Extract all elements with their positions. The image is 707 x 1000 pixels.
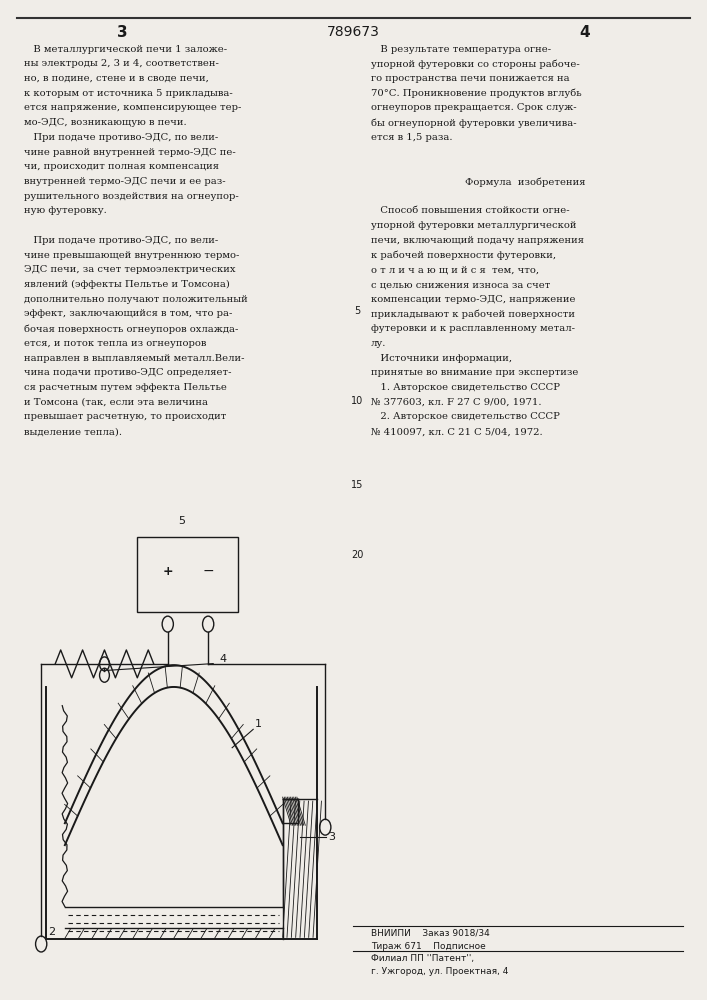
Text: и Томсона (так, если эта величина: и Томсона (так, если эта величина bbox=[24, 398, 208, 407]
Text: 1: 1 bbox=[255, 719, 262, 729]
Text: Филиал ПП ''Патент'',: Филиал ПП ''Патент'', bbox=[371, 954, 474, 963]
Text: принятые во внимание при экспертизе: принятые во внимание при экспертизе bbox=[371, 368, 578, 377]
Text: № 377603, кл. F 27 С 9/00, 1971.: № 377603, кл. F 27 С 9/00, 1971. bbox=[371, 398, 542, 407]
Text: 5: 5 bbox=[178, 516, 185, 526]
Text: печи, включающий подачу напряжения: печи, включающий подачу напряжения bbox=[371, 236, 584, 245]
Text: рушительного воздействия на огнеупор-: рушительного воздействия на огнеупор- bbox=[24, 192, 238, 201]
Text: ную футеровку.: ную футеровку. bbox=[24, 206, 107, 215]
Text: 15: 15 bbox=[351, 480, 363, 490]
Text: 4: 4 bbox=[220, 654, 227, 664]
Text: прикладывают к рабочей поверхности: прикладывают к рабочей поверхности bbox=[371, 309, 575, 319]
Text: −: − bbox=[202, 564, 214, 578]
Text: +: + bbox=[163, 565, 173, 578]
Text: выделение тепла).: выделение тепла). bbox=[24, 427, 122, 436]
Text: Способ повышения стойкости огне-: Способ повышения стойкости огне- bbox=[371, 206, 570, 215]
Text: чине превышающей внутреннюю термо-: чине превышающей внутреннюю термо- bbox=[24, 251, 239, 260]
Text: 3: 3 bbox=[117, 25, 127, 40]
Text: к которым от источника 5 прикладыва-: к которым от источника 5 прикладыва- bbox=[24, 89, 233, 98]
Text: ется напряжение, компенсирующее тер-: ется напряжение, компенсирующее тер- bbox=[24, 103, 241, 112]
Text: ны электроды 2, 3 и 4, соответствен-: ны электроды 2, 3 и 4, соответствен- bbox=[24, 59, 218, 68]
Text: мо-ЭДС, возникающую в печи.: мо-ЭДС, возникающую в печи. bbox=[24, 118, 187, 127]
Text: В металлургической печи 1 заложе-: В металлургической печи 1 заложе- bbox=[24, 45, 227, 54]
Text: 2: 2 bbox=[48, 927, 55, 937]
Text: Тираж 671    Подписное: Тираж 671 Подписное bbox=[371, 942, 486, 951]
Text: Источники информации,: Источники информации, bbox=[371, 354, 512, 363]
Text: Формула  изобретения: Формула изобретения bbox=[465, 177, 585, 187]
Text: с целью снижения износа за счет: с целью снижения износа за счет bbox=[371, 280, 551, 289]
Text: 4: 4 bbox=[580, 25, 590, 40]
Text: г. Ужгород, ул. Проектная, 4: г. Ужгород, ул. Проектная, 4 bbox=[371, 967, 508, 976]
Text: чина подачи противо-ЭДС определяет-: чина подачи противо-ЭДС определяет- bbox=[24, 368, 231, 377]
Text: внутренней термо-ЭДС печи и ее раз-: внутренней термо-ЭДС печи и ее раз- bbox=[24, 177, 226, 186]
Text: При подаче противо-ЭДС, по вели-: При подаче противо-ЭДС, по вели- bbox=[24, 236, 218, 245]
Text: чи, происходит полная компенсация: чи, происходит полная компенсация bbox=[24, 162, 219, 171]
Text: бочая поверхность огнеупоров охлажда-: бочая поверхность огнеупоров охлажда- bbox=[24, 324, 238, 334]
Text: превышает расчетную, то происходит: превышает расчетную, то происходит bbox=[24, 412, 226, 421]
Text: эффект, заключающийся в том, что ра-: эффект, заключающийся в том, что ра- bbox=[24, 309, 232, 318]
Text: 5: 5 bbox=[354, 306, 360, 316]
Bar bbox=[137, 537, 238, 612]
Text: 3: 3 bbox=[328, 832, 335, 842]
Text: компенсации термо-ЭДС, напряжение: компенсации термо-ЭДС, напряжение bbox=[371, 295, 575, 304]
Text: ВНИИПИ    Заказ 9018/34: ВНИИПИ Заказ 9018/34 bbox=[371, 929, 490, 938]
Text: № 410097, кл. С 21 С 5/04, 1972.: № 410097, кл. С 21 С 5/04, 1972. bbox=[371, 427, 543, 436]
Text: 70°С. Проникновение продуктов вглубь: 70°С. Проникновение продуктов вглубь bbox=[371, 89, 582, 98]
Text: ЭДС печи, за счет термоэлектрических: ЭДС печи, за счет термоэлектрических bbox=[24, 265, 235, 274]
Text: явлений (эффекты Пельтье и Томсона): явлений (эффекты Пельтье и Томсона) bbox=[24, 280, 230, 289]
Text: футеровки и к расплавленному метал-: футеровки и к расплавленному метал- bbox=[371, 324, 575, 333]
Text: чине равной внутренней термо-ЭДС пе-: чине равной внутренней термо-ЭДС пе- bbox=[24, 148, 235, 157]
Text: к рабочей поверхности футеровки,: к рабочей поверхности футеровки, bbox=[371, 251, 556, 260]
Text: бы огнеупорной футеровки увеличива-: бы огнеупорной футеровки увеличива- bbox=[371, 118, 577, 128]
Text: огнеупоров прекращается. Срок служ-: огнеупоров прекращается. Срок служ- bbox=[371, 103, 577, 112]
Text: дополнительно получают положительный: дополнительно получают положительный bbox=[24, 295, 247, 304]
Text: лу.: лу. bbox=[371, 339, 387, 348]
Text: 2. Авторское свидетельство СССР: 2. Авторское свидетельство СССР bbox=[371, 412, 560, 421]
Text: ется в 1,5 раза.: ется в 1,5 раза. bbox=[371, 133, 452, 142]
Text: 789673: 789673 bbox=[327, 25, 380, 39]
Text: 20: 20 bbox=[351, 550, 363, 560]
Text: но, в подине, стене и в своде печи,: но, в подине, стене и в своде печи, bbox=[24, 74, 209, 83]
Text: 1. Авторское свидетельство СССР: 1. Авторское свидетельство СССР bbox=[371, 383, 560, 392]
Text: о т л и ч а ю щ и й с я  тем, что,: о т л и ч а ю щ и й с я тем, что, bbox=[371, 265, 539, 274]
Text: При подаче противо-ЭДС, по вели-: При подаче противо-ЭДС, по вели- bbox=[24, 133, 218, 142]
Text: 10: 10 bbox=[351, 396, 363, 406]
Text: направлен в выплавляемый металл.Вели-: направлен в выплавляемый металл.Вели- bbox=[24, 354, 245, 363]
Text: ется, и поток тепла из огнеупоров: ется, и поток тепла из огнеупоров bbox=[24, 339, 206, 348]
Text: ся расчетным путем эффекта Пельтье: ся расчетным путем эффекта Пельтье bbox=[24, 383, 227, 392]
Text: В результате температура огне-: В результате температура огне- bbox=[371, 45, 551, 54]
Text: упорной футеровки со стороны рабоче-: упорной футеровки со стороны рабоче- bbox=[371, 59, 580, 69]
Text: го пространства печи понижается на: го пространства печи понижается на bbox=[371, 74, 570, 83]
Text: упорной футеровки металлургической: упорной футеровки металлургической bbox=[371, 221, 576, 230]
